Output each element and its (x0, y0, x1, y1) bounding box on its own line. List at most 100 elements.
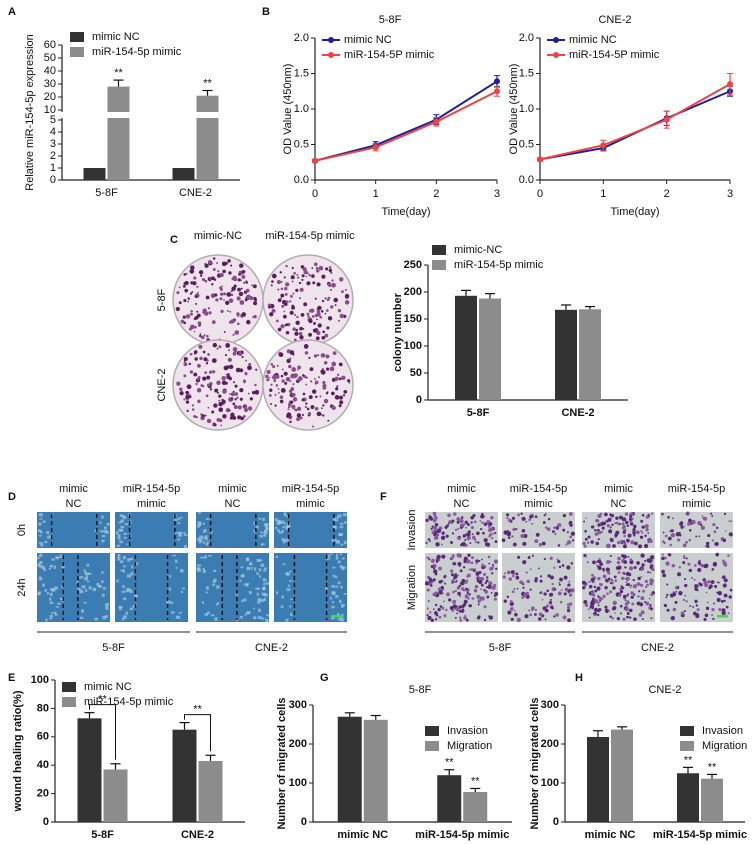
colony (315, 266, 319, 270)
colony (283, 371, 288, 376)
cell-texture (283, 513, 287, 516)
colony (327, 316, 333, 321)
colony (204, 279, 208, 283)
colony (328, 268, 333, 273)
stained-cell (436, 593, 439, 595)
cell-texture (335, 556, 339, 560)
stained-cell (667, 553, 672, 557)
y-tick-label: 0 (43, 816, 49, 828)
stained-cell (624, 512, 629, 516)
cell-texture (97, 585, 102, 588)
colony (230, 397, 234, 400)
cell-texture (204, 538, 209, 541)
cell-texture (122, 516, 127, 520)
stained-cell (686, 512, 689, 515)
cell-texture (49, 617, 53, 620)
colony (226, 292, 232, 297)
stained-cell (501, 538, 506, 543)
stained-cell (441, 531, 445, 535)
cell-texture (99, 584, 102, 587)
stained-cell (632, 530, 636, 535)
bar (479, 298, 501, 400)
error-bar (84, 712, 95, 719)
colony (198, 334, 202, 338)
colony (330, 305, 334, 309)
point (494, 88, 500, 95)
stained-cell (677, 572, 682, 577)
colony (188, 393, 191, 396)
cell-texture (335, 594, 339, 598)
stained-cell (521, 596, 525, 599)
colony (291, 392, 296, 397)
scratch-image (115, 553, 188, 622)
colony (268, 376, 271, 379)
colony (293, 271, 296, 275)
stained-cell (622, 530, 626, 534)
stained-cell (714, 584, 718, 589)
stained-cell (455, 607, 460, 612)
cell-texture (79, 590, 84, 594)
stained-cell (448, 520, 452, 525)
stained-cell (529, 568, 532, 571)
colony (188, 363, 191, 366)
y-tick-label: 0.5 (519, 138, 534, 150)
colony (234, 392, 239, 396)
stained-cell (618, 515, 623, 520)
cell-texture (103, 529, 108, 534)
cell-texture (102, 615, 107, 620)
colony (203, 334, 206, 336)
y-tick-label: 100 (541, 777, 559, 789)
cell-texture (282, 526, 285, 529)
stained-cell (487, 524, 491, 528)
colony (223, 331, 226, 333)
colony (336, 385, 339, 388)
stained-cell (666, 593, 669, 597)
stained-cell (619, 604, 623, 608)
stained-cell (701, 514, 704, 517)
cell-texture (257, 608, 262, 612)
stained-cell (430, 558, 436, 563)
stained-cell (494, 531, 497, 535)
stained-cell (436, 528, 442, 533)
stained-cell (546, 589, 550, 593)
cell-texture (59, 597, 64, 600)
y-tick-label: 1.5 (294, 67, 309, 79)
colony (215, 298, 219, 302)
stained-cell (679, 521, 684, 525)
stained-cell (511, 590, 515, 593)
stained-cell (465, 618, 469, 622)
colony (193, 350, 198, 354)
stained-cell (716, 597, 721, 602)
y-tick-label: 0.0 (519, 174, 534, 186)
cell-texture (101, 571, 104, 574)
colony (176, 291, 180, 295)
cell-texture (47, 535, 51, 539)
cell-texture (175, 532, 179, 534)
colony (281, 304, 285, 308)
colony (296, 413, 302, 418)
stained-cell (597, 565, 601, 569)
stained-cell (480, 583, 484, 587)
stained-cell (534, 613, 537, 616)
colony (317, 354, 320, 357)
colony (279, 271, 282, 274)
colony (197, 376, 201, 379)
bar (172, 168, 195, 180)
stained-cell (598, 557, 601, 561)
colony (299, 416, 303, 420)
colony (302, 392, 306, 396)
stained-cell (650, 512, 654, 515)
cell-texture (216, 603, 219, 606)
stained-cell (484, 542, 489, 547)
y-tick-label: 100 (289, 777, 307, 789)
cell-texture (122, 585, 125, 589)
cell-texture (262, 586, 266, 591)
cell-texture (81, 585, 86, 589)
stained-cell (547, 517, 551, 521)
stained-cell (480, 514, 485, 519)
stained-cell (432, 518, 437, 523)
cell-texture (46, 531, 50, 535)
cell-texture (284, 522, 287, 525)
colony (221, 375, 226, 381)
stained-cell (605, 567, 610, 572)
